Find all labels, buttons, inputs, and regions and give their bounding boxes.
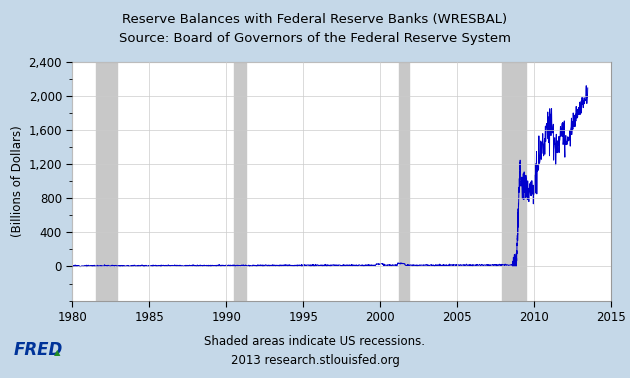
Text: FRED: FRED [14, 341, 63, 359]
Bar [96, 62, 117, 301]
Y-axis label: (Billions of Dollars): (Billions of Dollars) [11, 125, 25, 237]
Text: Reserve Balances with Federal Reserve Banks (WRESBAL): Reserve Balances with Federal Reserve Ba… [122, 13, 508, 26]
Text: ▲: ▲ [54, 348, 60, 357]
Text: 2013 research.stlouisfed.org: 2013 research.stlouisfed.org [231, 354, 399, 367]
Text: Shaded areas indicate US recessions.: Shaded areas indicate US recessions. [205, 335, 425, 347]
Bar [502, 62, 527, 301]
Bar [234, 62, 246, 301]
Text: Source: Board of Governors of the Federal Reserve System: Source: Board of Governors of the Federa… [119, 32, 511, 45]
Bar [399, 62, 410, 301]
